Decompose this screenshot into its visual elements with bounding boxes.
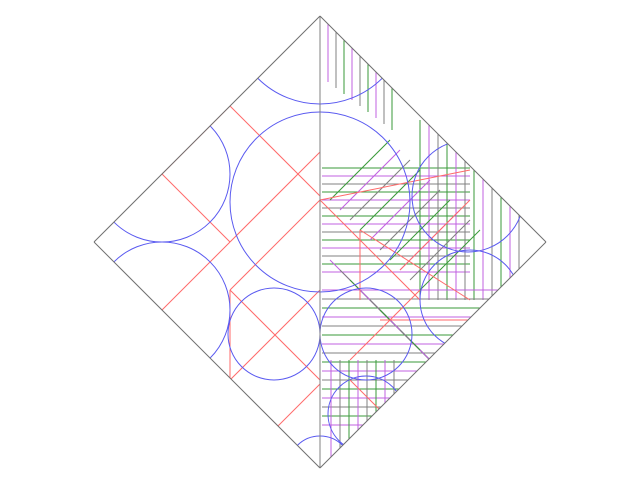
hatch-line [409,219,471,281]
border-edge [93,241,321,469]
packing-circle [319,287,413,381]
hatch-line [389,199,451,261]
packing-circle [327,375,405,453]
river-line [229,289,321,381]
river-line [229,105,321,197]
hatch-line [349,159,411,221]
hatch-line [329,139,391,201]
river-line [229,199,321,291]
river-line [161,173,231,243]
hatch-line [369,179,431,241]
square-border [93,15,547,469]
river-line [319,199,421,301]
border-edge [93,15,321,243]
hatch-line [359,169,421,231]
red-crease-lines [161,105,520,441]
river-line [161,241,231,311]
river-line [359,229,471,301]
border-edge [319,15,547,243]
hatch-lines [322,24,520,468]
hatch-line [379,189,441,251]
river-line [229,151,321,243]
border-edge [319,241,547,469]
river-line [399,199,471,271]
river-line [349,289,421,361]
hatch-line [399,329,461,391]
hatch-line [339,149,401,211]
river-line [277,383,321,427]
hatch-line [419,229,481,291]
river-line [319,169,471,201]
hatch-line [409,339,471,401]
